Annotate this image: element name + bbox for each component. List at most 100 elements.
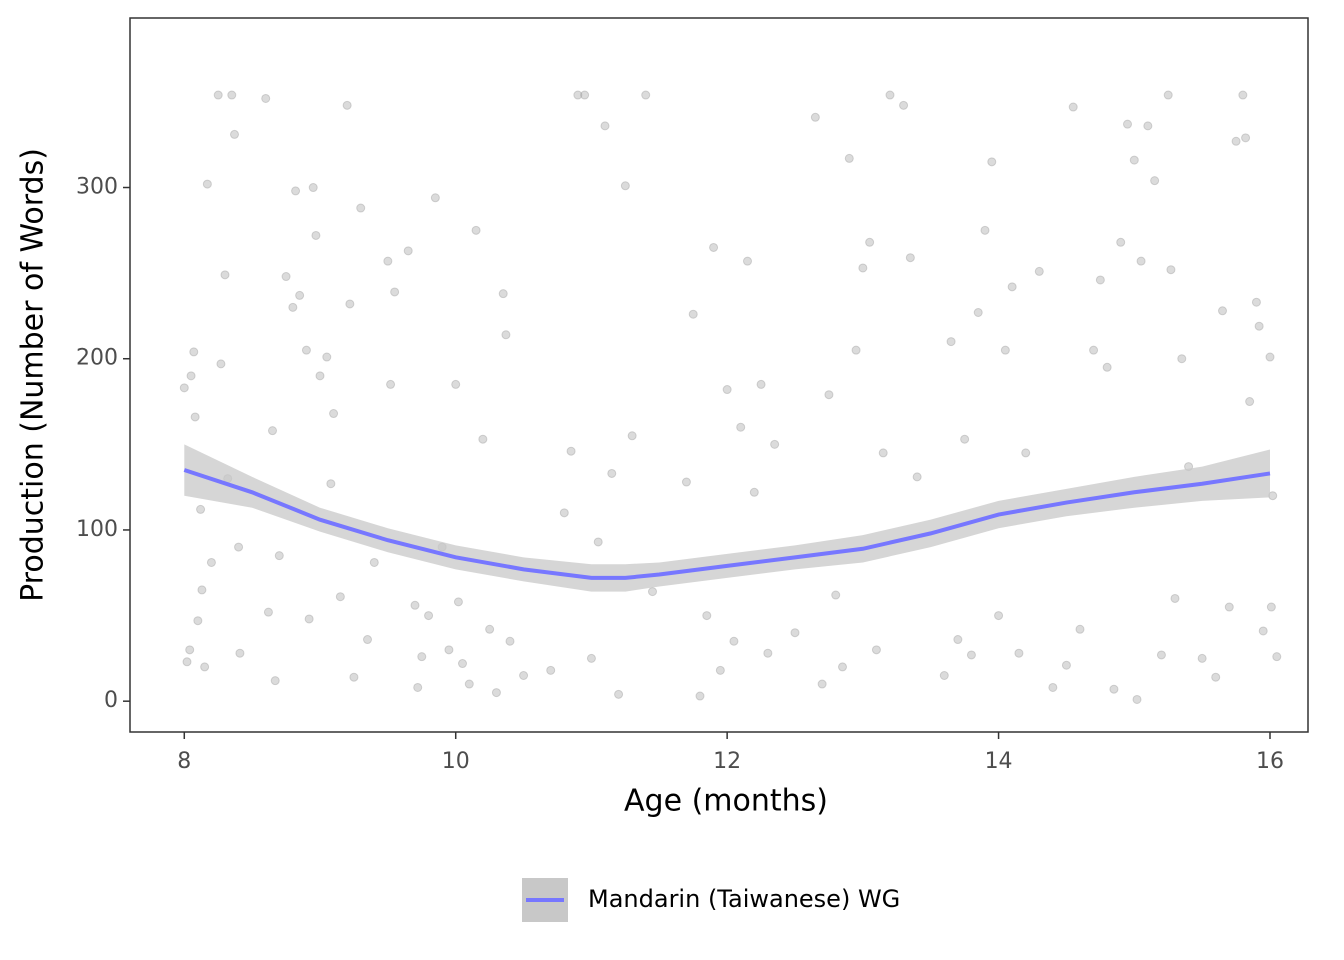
data-point: [1109, 684, 1119, 694]
data-point: [356, 203, 366, 213]
data-point: [614, 689, 624, 699]
data-point: [274, 551, 284, 561]
data-point: [566, 446, 576, 456]
data-point: [263, 607, 273, 617]
data-point: [453, 597, 463, 607]
data-point: [899, 100, 909, 110]
data-point: [1197, 653, 1207, 663]
data-point: [1211, 672, 1221, 682]
data-point: [1129, 155, 1139, 165]
data-point: [960, 434, 970, 444]
data-point: [190, 412, 200, 422]
data-point: [586, 653, 596, 663]
data-point: [688, 309, 698, 319]
data-point: [349, 672, 359, 682]
data-point: [185, 645, 195, 655]
data-point: [851, 345, 861, 355]
data-point: [383, 256, 393, 266]
data-point: [953, 635, 963, 645]
data-point: [1231, 136, 1241, 146]
data-point: [709, 242, 719, 252]
data-point: [1170, 593, 1180, 603]
data-point: [464, 679, 474, 689]
data-point: [593, 537, 603, 547]
data-point: [1241, 133, 1251, 143]
data-point: [430, 193, 440, 203]
data-point: [478, 434, 488, 444]
data-point: [1265, 352, 1275, 362]
data-point: [1000, 345, 1010, 355]
data-point: [304, 614, 314, 624]
data-point: [600, 121, 610, 131]
data-point: [1238, 90, 1248, 100]
y-axis-title: Production (Number of Words): [16, 148, 51, 602]
data-point: [838, 662, 847, 672]
data-point: [722, 385, 732, 395]
confidence-ribbon: [184, 444, 1270, 592]
x-tick-label: 14: [985, 749, 1013, 774]
data-point: [345, 299, 355, 309]
data-point: [369, 557, 379, 567]
data-point: [505, 636, 515, 646]
data-point: [858, 263, 868, 273]
data-point: [966, 650, 976, 660]
data-point: [1254, 321, 1264, 331]
data-point: [235, 648, 245, 658]
data-point: [363, 635, 372, 645]
data-point: [186, 371, 196, 381]
data-point: [424, 611, 434, 621]
plot-layer: [179, 90, 1282, 704]
data-point: [736, 422, 746, 432]
x-tick-label: 16: [1256, 749, 1284, 774]
data-point: [458, 659, 467, 669]
data-point: [295, 290, 305, 300]
data-point: [301, 345, 311, 355]
data-point: [1075, 624, 1085, 634]
data-point: [620, 181, 630, 191]
data-point: [1163, 90, 1173, 100]
data-point: [491, 688, 501, 698]
y-tick-label: 200: [76, 346, 118, 371]
data-point: [1095, 275, 1105, 285]
data-point: [261, 93, 271, 103]
data-point: [912, 472, 922, 482]
data-point: [865, 237, 875, 247]
x-axis-title: Age (months): [624, 784, 828, 819]
data-point: [1061, 660, 1071, 670]
data-point: [213, 90, 223, 100]
data-point: [994, 611, 1004, 621]
data-point: [729, 636, 739, 646]
data-point: [498, 289, 508, 299]
data-point: [885, 90, 895, 100]
data-point: [386, 379, 396, 389]
data-point: [681, 477, 691, 487]
data-point: [1224, 602, 1234, 612]
data-point: [1143, 121, 1153, 131]
data-point: [281, 272, 291, 282]
data-point: [311, 230, 321, 240]
data-point: [1116, 237, 1126, 247]
data-point: [715, 665, 725, 675]
data-point: [1245, 397, 1255, 407]
x-tick-label: 10: [442, 749, 470, 774]
data-point: [216, 359, 226, 369]
data-point: [1266, 602, 1276, 612]
data-point: [1258, 626, 1268, 636]
data-point: [501, 330, 511, 340]
data-point: [268, 426, 277, 436]
data-point: [1272, 652, 1282, 662]
data-point: [695, 691, 705, 701]
data-point: [471, 225, 481, 235]
data-point: [1048, 682, 1058, 692]
data-point: [342, 100, 352, 110]
data-point: [390, 287, 400, 297]
data-point: [546, 665, 556, 675]
data-point: [905, 253, 915, 263]
legend-label: Mandarin (Taiwanese) WG: [588, 885, 900, 913]
data-point: [230, 129, 239, 139]
data-point: [1007, 282, 1017, 292]
data-point: [810, 112, 820, 122]
data-point: [1068, 102, 1078, 112]
data-point: [196, 504, 206, 514]
data-point: [559, 508, 569, 518]
